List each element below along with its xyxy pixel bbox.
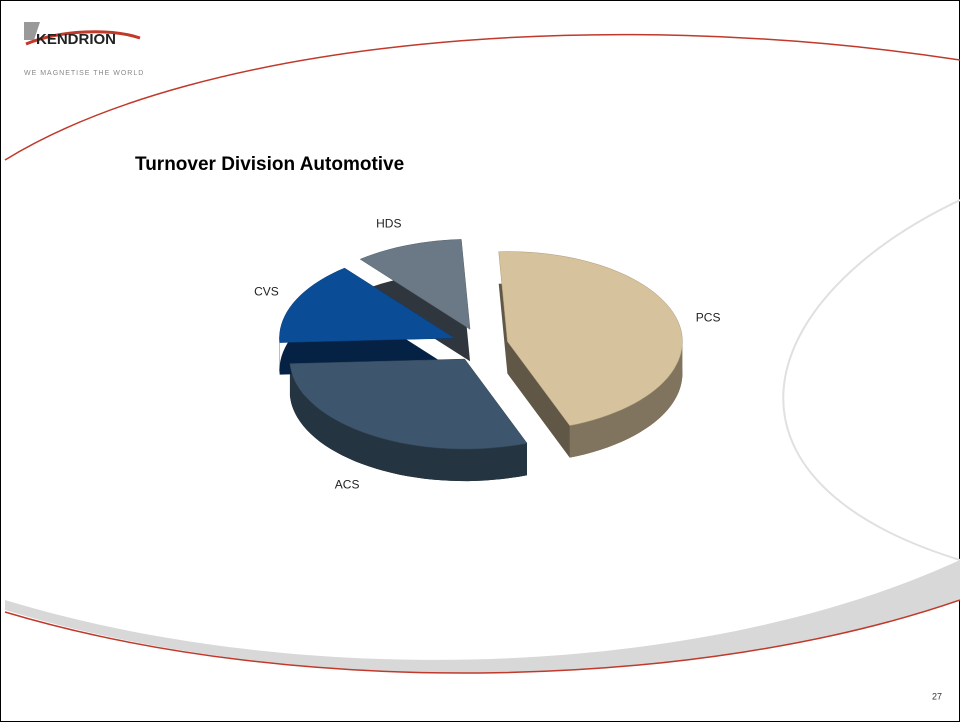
slice-wall xyxy=(289,363,527,482)
swoosh-top xyxy=(4,33,960,161)
swoosh-bottom xyxy=(4,599,960,674)
logo-tagline: WE MAGNETISE THE WORLD xyxy=(24,70,144,77)
swoosh-bottom-shade xyxy=(5,560,960,673)
logo-arc xyxy=(25,30,141,46)
chart-title: Turnover Division Automotive xyxy=(135,154,404,175)
slice xyxy=(279,267,456,343)
slice-wall xyxy=(569,341,683,458)
slice-label: HDS xyxy=(376,216,401,230)
slice-label: PCS xyxy=(696,311,721,325)
logo-mark xyxy=(24,22,40,40)
slice xyxy=(498,251,683,426)
slice xyxy=(289,358,528,450)
slice xyxy=(359,239,471,330)
swoosh-right xyxy=(782,199,960,561)
logo-name: KENDRION xyxy=(36,31,116,48)
pie-tops: PCS ACS CVS HDS xyxy=(254,216,720,491)
page-number: 27 xyxy=(932,691,942,701)
slice-label: ACS xyxy=(335,477,360,491)
logo: KENDRION WE MAGNETISE THE WORLD xyxy=(24,22,144,77)
slice-label: CVS xyxy=(254,284,279,298)
